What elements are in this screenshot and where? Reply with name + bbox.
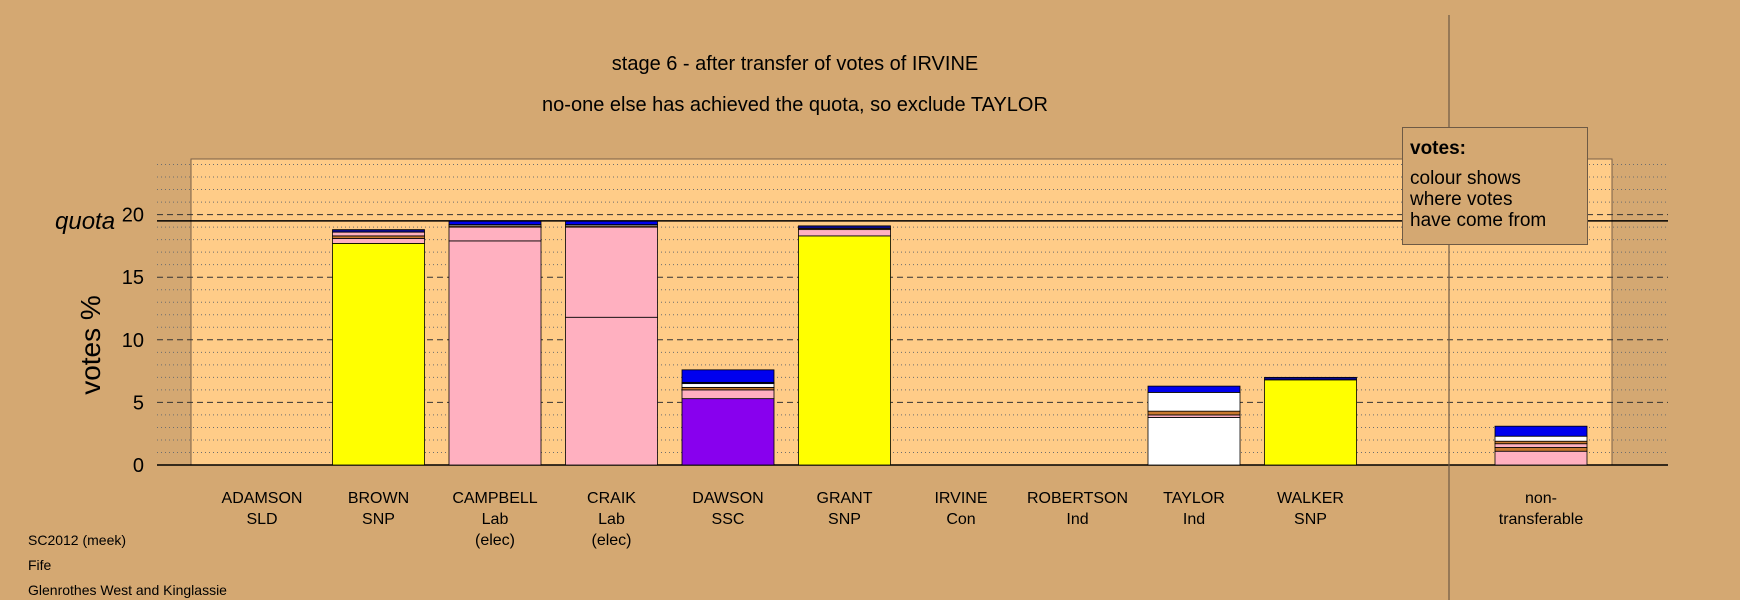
bar-segment xyxy=(681,383,775,388)
plot-area xyxy=(190,158,1613,466)
candidate-label: CAMPBELL xyxy=(452,490,537,507)
footer-council: Fife xyxy=(28,557,52,573)
y-tick-label: 15 xyxy=(122,267,144,289)
candidate-label: SNP xyxy=(1294,511,1327,528)
candidate-label: Ind xyxy=(1066,511,1088,528)
candidate-label: WALKER xyxy=(1277,490,1344,507)
candidate-label: BROWN xyxy=(348,490,409,507)
bar-segment xyxy=(1147,410,1241,416)
non-transferable-label: transferable xyxy=(1499,511,1584,528)
legend-heading: votes: xyxy=(1410,138,1466,159)
candidate-label: Lab xyxy=(598,511,625,528)
bar-segment xyxy=(1264,376,1357,381)
candidate-label: Lab xyxy=(482,511,509,528)
bar-segment xyxy=(798,229,891,237)
bar-segment xyxy=(448,226,542,242)
bar-segment xyxy=(681,369,775,383)
y-axis-label: votes % xyxy=(75,295,106,395)
legend-line: where votes xyxy=(1410,189,1513,210)
candidate-label: Con xyxy=(946,511,975,528)
bar-segment xyxy=(332,229,425,233)
candidate-label: SSC xyxy=(712,511,745,528)
candidate-label: SNP xyxy=(362,511,395,528)
bar-segment xyxy=(1147,391,1241,412)
bar-segment xyxy=(1147,385,1241,393)
bar-segment xyxy=(798,225,891,229)
non-transferable-bar-segment xyxy=(1494,443,1588,448)
non-transferable-bar-segment xyxy=(1494,450,1588,466)
legend: votes: colour shows where votes have com… xyxy=(1402,127,1588,245)
quota-label: quota xyxy=(55,208,115,235)
non-transferable-bar-segment xyxy=(1494,447,1588,452)
bar-segment xyxy=(1147,417,1241,466)
non-transferable-bar-segment xyxy=(1494,425,1588,437)
legend-line: colour shows xyxy=(1410,168,1521,189)
y-tick-label: 10 xyxy=(122,330,144,352)
candidate-label: IRVINE xyxy=(934,490,987,507)
y-tick-label: 20 xyxy=(122,205,144,227)
legend-line: have come from xyxy=(1410,210,1547,231)
footer-method: SC2012 (meek) xyxy=(28,532,127,548)
bar-segment xyxy=(332,242,425,466)
candidate-label: ROBERTSON xyxy=(1027,490,1128,507)
candidate-label: SNP xyxy=(828,511,861,528)
candidate-label: DAWSON xyxy=(692,490,763,507)
candidate-label: GRANT xyxy=(817,490,873,507)
bar-segment xyxy=(681,398,775,466)
y-tick-label: 0 xyxy=(133,455,144,477)
candidate-label: TAYLOR xyxy=(1163,490,1225,507)
bar-segment xyxy=(565,316,658,466)
chart-title: stage 6 - after transfer of votes of IRV… xyxy=(611,53,979,75)
non-transferable-bar-segment xyxy=(1494,435,1588,442)
candidate-label: CRAIK xyxy=(587,490,636,507)
bar-segment xyxy=(798,235,891,466)
y-tick-label: 5 xyxy=(133,392,144,414)
candidate-label: (elec) xyxy=(475,532,515,549)
bar-segment xyxy=(565,226,658,318)
candidate-label: Ind xyxy=(1183,511,1205,528)
candidate-label: ADAMSON xyxy=(222,490,303,507)
candidate-label: (elec) xyxy=(591,532,631,549)
bar-segment xyxy=(448,240,542,466)
bar-segment xyxy=(681,389,775,400)
candidate-label: SLD xyxy=(246,511,277,528)
non-transferable-label: non- xyxy=(1525,490,1557,507)
chart-subtitle: no-one else has achieved the quota, so e… xyxy=(542,94,1048,116)
bar-segment xyxy=(332,231,425,237)
bar-segment xyxy=(332,237,425,244)
bar-segment xyxy=(1264,379,1357,466)
footer-ward: Glenrothes West and Kinglassie xyxy=(28,582,227,598)
